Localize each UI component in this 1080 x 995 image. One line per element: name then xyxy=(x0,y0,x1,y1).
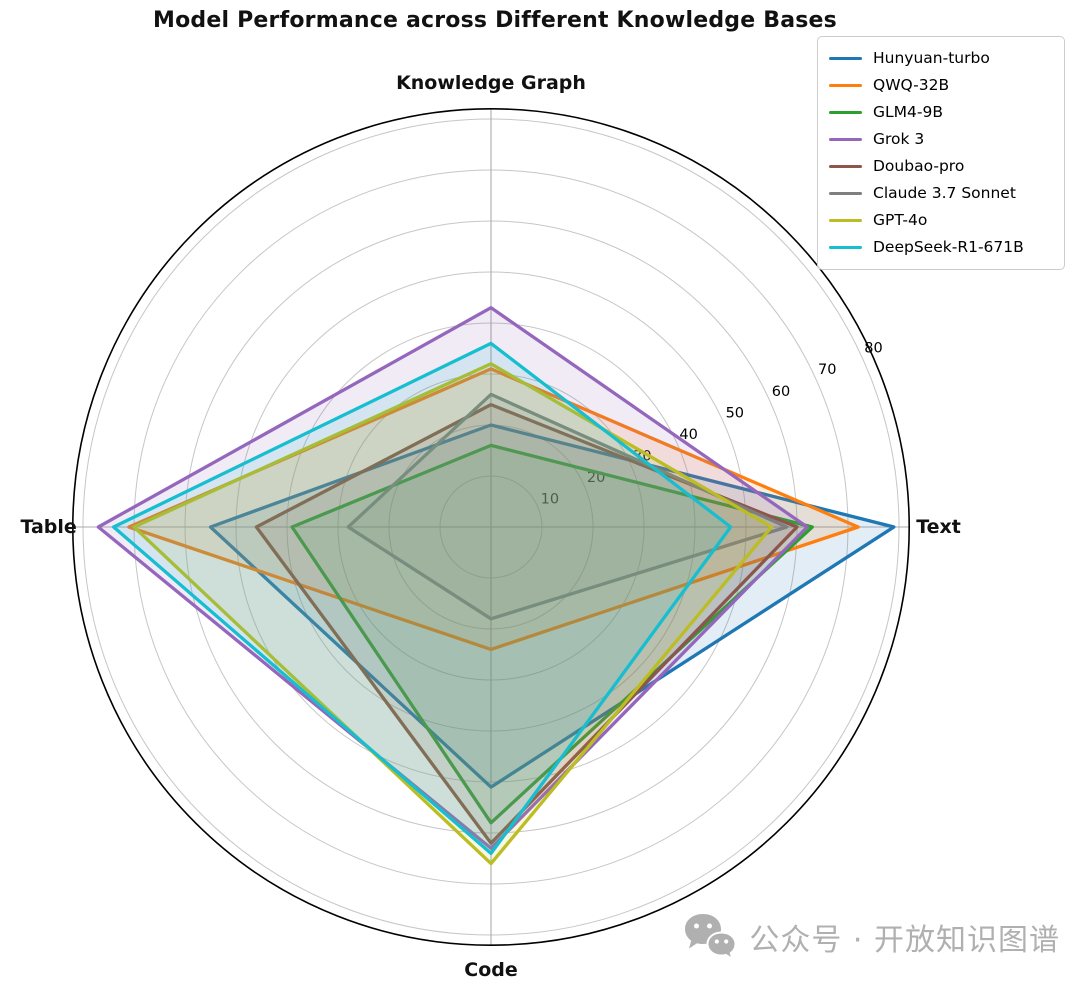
legend-swatch-hunyuan-turbo xyxy=(829,56,862,61)
legend-label: GLM4-9B xyxy=(873,102,943,121)
axis-label-table: Table xyxy=(20,516,76,538)
legend-label: QWQ-32B xyxy=(873,75,950,94)
legend-swatch-claude-3-7-sonnet xyxy=(829,191,862,196)
legend-label: Doubao-pro xyxy=(873,156,965,175)
legend: Hunyuan-turbo QWQ-32B GLM4-9B Grok 3 Doubao-… xyxy=(817,36,1065,270)
r-tick-label-40: 40 xyxy=(679,427,697,443)
legend-swatch-gpt-4o xyxy=(829,218,862,223)
wechat-icon xyxy=(685,914,737,962)
r-tick-label-80: 80 xyxy=(864,341,882,357)
legend-label: DeepSeek-R1-671B xyxy=(873,237,1024,256)
legend-label: Hunyuan-turbo xyxy=(873,48,990,67)
legend-item-deepseek-r1-671b: DeepSeek-R1-671B xyxy=(829,234,1060,261)
axis-label-code: Code xyxy=(464,959,517,981)
series-polygon-glm4-9b xyxy=(290,443,814,825)
legend-label: GPT-4o xyxy=(873,210,928,229)
axis-label-text: Text xyxy=(916,516,961,538)
legend-label: Claude 3.7 Sonnet xyxy=(873,183,1016,202)
watermark-text: 公众号 · 开放知识图谱 xyxy=(749,923,1060,958)
legend-swatch-qwq-32b xyxy=(829,83,862,88)
series-polygon-claude-3-7-sonnet xyxy=(346,392,789,621)
legend-swatch-grok-3 xyxy=(829,137,862,142)
r-tick-label-50: 50 xyxy=(726,405,744,421)
series-polygon-gpt-4o xyxy=(132,362,774,866)
legend-item-claude-3-7-sonnet: Claude 3.7 Sonnet xyxy=(829,180,1060,207)
legend-item-gpt-4o: GPT-4o xyxy=(829,207,1060,234)
axis-label-knowledge-graph: Knowledge Graph xyxy=(396,72,586,94)
legend-swatch-glm4-9b xyxy=(829,110,862,115)
legend-item-doubao-pro: Doubao-pro xyxy=(829,153,1060,180)
r-tick-label-10: 10 xyxy=(541,492,559,508)
chart-title: Model Performance across Different Knowl… xyxy=(153,8,837,33)
r-tick-label-70: 70 xyxy=(818,362,836,378)
legend-swatch-doubao-pro xyxy=(829,164,862,169)
legend-label: Grok 3 xyxy=(873,129,925,148)
r-tick-label-60: 60 xyxy=(772,384,790,400)
series-polygon-deepseek-r1-671b xyxy=(111,341,733,856)
legend-item-qwq-32b: QWQ-32B xyxy=(829,72,1060,99)
legend-item-hunyuan-turbo: Hunyuan-turbo xyxy=(829,45,1060,72)
legend-item-glm4-9b: GLM4-9B xyxy=(829,99,1060,126)
outer-spine-circle xyxy=(71,107,911,947)
watermark: 公众号 · 开放知识图谱 xyxy=(683,912,1060,962)
legend-swatch-deepseek-r1-671b xyxy=(829,245,862,250)
legend-item-grok-3: Grok 3 xyxy=(829,126,1060,153)
